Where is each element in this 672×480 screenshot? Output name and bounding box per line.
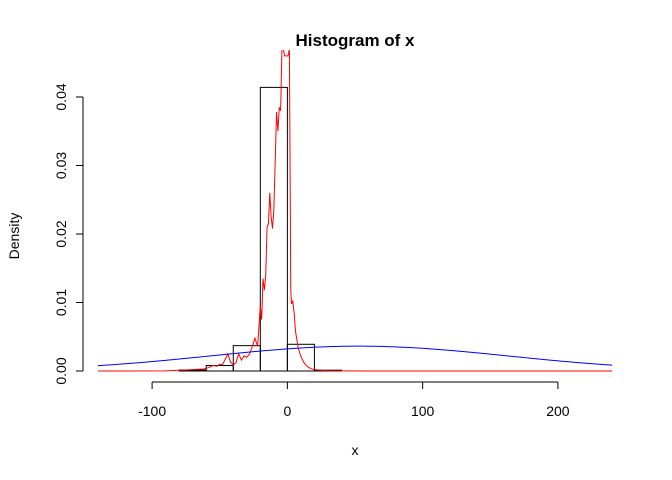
y-axis: 0.00 0.01 0.02 0.03 0.04 xyxy=(53,83,84,385)
y-tick-label: 0.01 xyxy=(53,289,69,316)
x-tick-label: 200 xyxy=(546,403,570,419)
x-tick-label: 0 xyxy=(283,403,291,419)
y-tick-label: 0.04 xyxy=(53,83,69,110)
x-axis-label: x xyxy=(352,442,359,458)
y-tick-label: 0.00 xyxy=(53,357,69,384)
normal-curve-line xyxy=(98,345,612,367)
chart-title: Histogram of x xyxy=(295,31,415,50)
density-curve-line xyxy=(98,50,612,372)
histogram-bar-4 xyxy=(286,343,315,372)
y-axis-label: Density xyxy=(6,213,22,260)
x-tick-label: 100 xyxy=(411,403,435,419)
y-tick-label: 0.02 xyxy=(53,220,69,247)
density-lines xyxy=(98,50,612,372)
y-tick-label: 0.03 xyxy=(53,152,69,179)
histogram-bars xyxy=(178,86,342,372)
x-axis: -100 0 100 200 xyxy=(138,381,570,419)
x-tick-label: -100 xyxy=(138,403,166,419)
histogram-bar-3 xyxy=(259,86,288,372)
